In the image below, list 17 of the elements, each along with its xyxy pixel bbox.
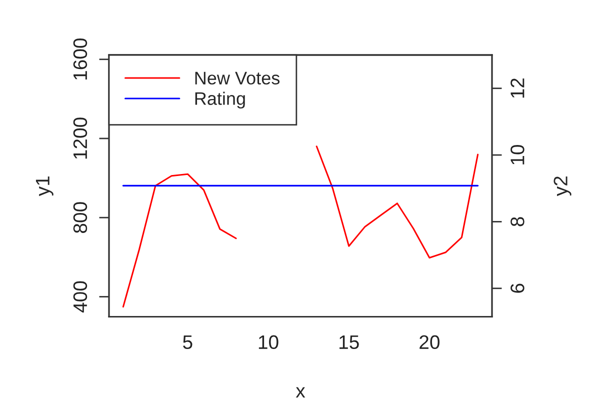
y2-tick-label: 6: [510, 284, 524, 293]
y-tick-label: 1600: [73, 38, 88, 80]
y-tick-label: 400: [73, 281, 88, 312]
legend-label: New Votes: [195, 72, 280, 85]
x-tick-label: 10: [258, 335, 278, 350]
y-tick-label: 800: [73, 202, 88, 233]
y-tick-label: 1200: [73, 118, 88, 159]
x-tick-label: 20: [420, 335, 440, 350]
y2-axis-title: y2: [554, 176, 572, 196]
y2-tick-label: 10: [510, 144, 524, 164]
legend-label: Rating: [195, 92, 245, 109]
x-axis-title: x: [296, 387, 306, 398]
y2-tick-label: 8: [510, 217, 524, 226]
x-tick-label: 15: [340, 335, 359, 350]
x-tick-label: 5: [183, 335, 192, 350]
y2-tick-label: 12: [510, 78, 524, 98]
y-axis-title: y1: [36, 176, 54, 196]
